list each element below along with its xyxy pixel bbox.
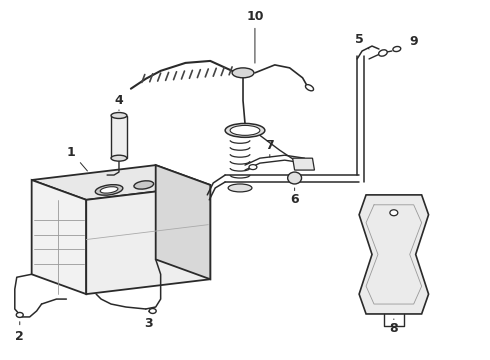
Ellipse shape	[16, 312, 23, 318]
Text: 4: 4	[115, 94, 123, 111]
Polygon shape	[32, 165, 210, 200]
Ellipse shape	[379, 50, 387, 56]
Ellipse shape	[100, 187, 118, 193]
Ellipse shape	[230, 125, 260, 135]
Ellipse shape	[95, 185, 123, 195]
Ellipse shape	[228, 184, 252, 192]
Ellipse shape	[111, 113, 127, 118]
Polygon shape	[32, 180, 86, 294]
Text: 8: 8	[390, 319, 398, 336]
Text: 10: 10	[246, 10, 264, 63]
Polygon shape	[359, 195, 429, 314]
Text: 9: 9	[409, 35, 418, 48]
Polygon shape	[86, 185, 210, 294]
Polygon shape	[293, 158, 315, 170]
Ellipse shape	[305, 85, 314, 91]
Ellipse shape	[111, 155, 127, 161]
Ellipse shape	[225, 123, 265, 137]
Ellipse shape	[288, 172, 301, 184]
Ellipse shape	[232, 68, 254, 78]
Ellipse shape	[249, 165, 257, 170]
Text: 3: 3	[145, 311, 153, 330]
Text: 2: 2	[15, 322, 24, 343]
Text: 6: 6	[290, 188, 299, 206]
Text: 5: 5	[355, 33, 369, 49]
Polygon shape	[156, 165, 210, 279]
Text: 1: 1	[67, 146, 87, 171]
Ellipse shape	[149, 309, 156, 314]
Text: 7: 7	[266, 139, 274, 157]
Ellipse shape	[134, 181, 154, 189]
Ellipse shape	[393, 46, 401, 51]
Polygon shape	[111, 116, 127, 158]
Ellipse shape	[390, 210, 398, 216]
